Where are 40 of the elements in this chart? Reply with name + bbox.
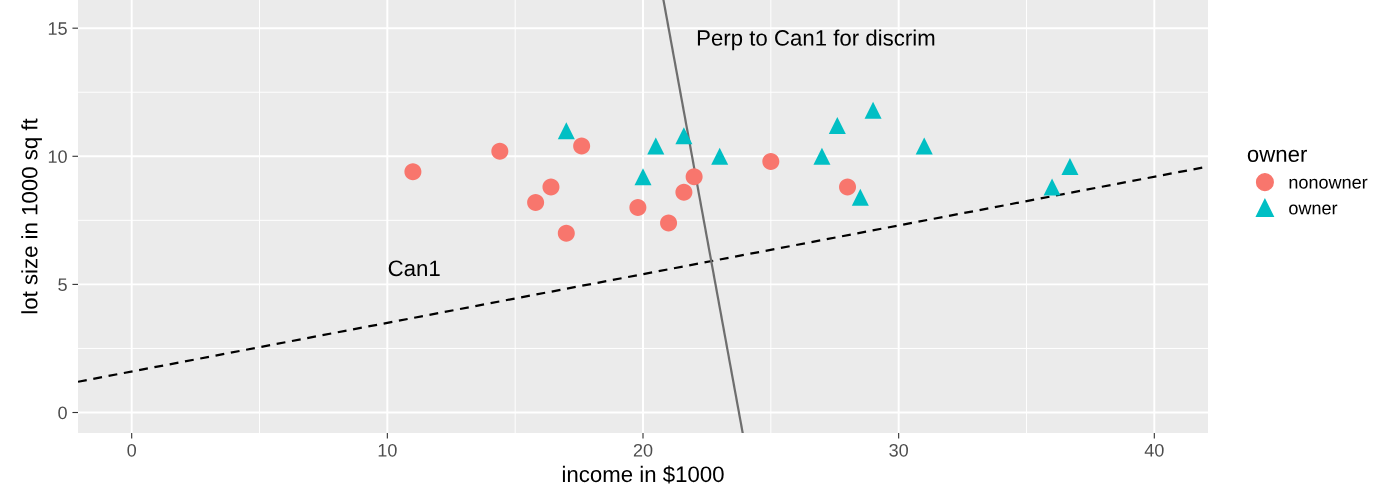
point (629, 199, 647, 217)
point (675, 183, 693, 201)
point (542, 178, 560, 196)
point (660, 214, 678, 232)
point (762, 152, 780, 170)
point (647, 137, 665, 155)
x-tick-label: 30 (889, 443, 908, 457)
point (851, 188, 869, 206)
point (685, 168, 703, 186)
point (915, 137, 933, 155)
legend-label: owner (1289, 204, 1338, 215)
legend-title: owner (1247, 149, 1308, 162)
point (864, 101, 882, 119)
point (527, 193, 545, 211)
y-tick-label: 5 (58, 278, 67, 292)
x-tick-label: 0 (127, 443, 136, 457)
point (828, 117, 846, 135)
point (557, 224, 575, 242)
legend-label: nonowner (1289, 178, 1368, 189)
x-tick-label: 20 (633, 443, 653, 457)
y-tick-label: 15 (48, 22, 67, 35)
point (573, 137, 591, 155)
point (1061, 158, 1079, 176)
point (557, 122, 575, 140)
point (404, 163, 422, 181)
point (711, 147, 729, 165)
x-tick-label: 40 (1144, 443, 1164, 457)
point (839, 178, 857, 196)
x-tick-label: 10 (378, 443, 397, 457)
annotation: Can1 (388, 260, 440, 277)
annotation: Perp to Can1 for discrim (697, 29, 935, 51)
point (491, 142, 509, 160)
point (1043, 178, 1061, 196)
y-tick-label: 0 (58, 406, 67, 420)
point (675, 127, 693, 145)
y-tick-label: 10 (48, 150, 67, 164)
point (813, 147, 831, 165)
x-axis-title: income in $1000 (562, 465, 724, 484)
y-axis-title: lot size in 1000 sq ft (21, 118, 42, 314)
point (634, 168, 652, 186)
